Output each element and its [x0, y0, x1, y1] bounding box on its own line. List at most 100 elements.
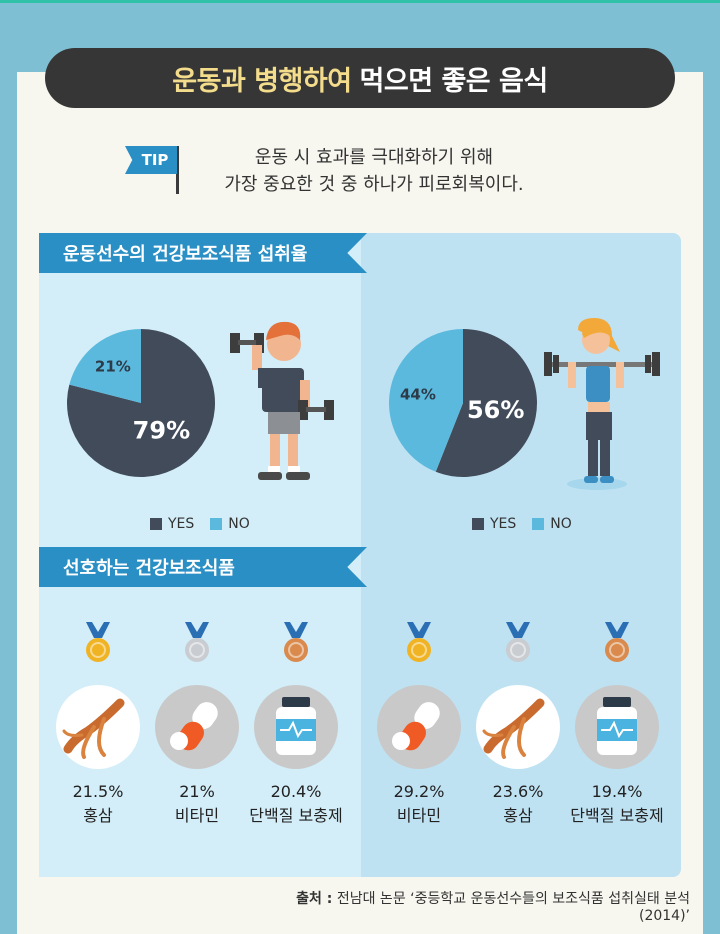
tip-text: 운동 시 효과를 극대화하기 위해 가장 중요한 것 중 하나가 피로회복이다. — [184, 144, 564, 198]
pie-label-yes: 79% — [133, 416, 190, 444]
pref-name: 홍삼 — [503, 806, 533, 825]
legend-label-yes: YES — [168, 516, 195, 532]
pref-name: 비타민 — [174, 806, 220, 825]
medal-ribbon — [506, 622, 530, 638]
ginseng-root — [517, 717, 526, 757]
bottle-cap — [603, 697, 631, 707]
medal-ring — [609, 642, 625, 658]
protein-bottle-icon — [276, 697, 316, 755]
pulse-line — [280, 720, 312, 739]
legend-swatch-no — [532, 518, 545, 530]
pref-value: 19.4% — [591, 782, 643, 801]
capsule-half — [414, 702, 440, 729]
protein-bottle-icon — [597, 697, 637, 755]
medal-silver-icon — [506, 622, 530, 662]
panel-female — [361, 233, 681, 877]
legend-swatch-no — [210, 518, 223, 530]
medal-bronze-icon — [284, 622, 308, 662]
title-highlight: 운동과 병행하여 — [172, 65, 352, 97]
red-ginseng-icon — [62, 698, 125, 759]
pref-value: 21.5% — [72, 782, 124, 801]
pref-left-1: 21.5% 홍삼 — [43, 780, 153, 828]
pref-right-1: 29.2% 비타민 — [364, 780, 474, 828]
source-label: 출처 : — [296, 891, 333, 907]
tip-badge: TIP — [125, 146, 177, 174]
pref-left-3: 20.4% 단백질 보충제 — [241, 780, 351, 828]
tip-flag-pole — [176, 146, 179, 194]
ginseng-root — [63, 698, 125, 754]
pref-name: 홍삼 — [83, 806, 113, 825]
ginseng-root — [482, 729, 504, 737]
medal-ring — [411, 642, 427, 658]
medal-ring — [189, 642, 205, 658]
capsule-half — [192, 702, 218, 729]
medal-disc — [86, 638, 110, 662]
bottle-cap — [282, 697, 310, 707]
pref-name: 단백질 보충제 — [570, 806, 664, 825]
pref-name: 비타민 — [396, 806, 442, 825]
medal-disc — [284, 638, 308, 662]
red-ginseng-icon — [482, 698, 545, 759]
medal-disc — [506, 638, 530, 662]
legend-label-no: NO — [228, 516, 250, 532]
ginseng-root — [62, 729, 84, 737]
source-citation: 출처 : 전남대 논문 ‘중등학교 운동선수들의 보조식품 섭취실태 분석(20… — [250, 888, 690, 924]
male-athlete-illustration — [230, 321, 334, 480]
medal-disc — [185, 638, 209, 662]
legend-swatch-yes — [472, 518, 484, 530]
legend-swatch-yes — [150, 518, 162, 530]
medal-gold-icon — [86, 622, 110, 662]
legend-female: YES NO — [472, 516, 572, 532]
medal-disc — [407, 638, 431, 662]
pie-label-no: 21% — [95, 358, 131, 376]
pref-value: 21% — [179, 782, 215, 801]
ginseng-root — [97, 717, 106, 757]
pulse-line — [601, 720, 633, 739]
pref-value: 23.6% — [492, 782, 544, 801]
legend-item-yes: YES — [472, 516, 516, 532]
medal-ring — [510, 642, 526, 658]
pref-right-3: 19.4% 단백질 보충제 — [562, 780, 672, 828]
pref-left-2: 21% 비타민 — [142, 780, 252, 828]
legend-label-no: NO — [550, 516, 572, 532]
pref-name: 단백질 보충제 — [249, 806, 343, 825]
ginseng-root — [483, 698, 545, 754]
title-rest: 먹으면 좋은 음식 — [359, 65, 549, 97]
medal-gold-icon — [407, 622, 431, 662]
medal-ribbon — [407, 622, 431, 638]
legend-item-no: NO — [210, 516, 250, 532]
medal-bronze-icon — [605, 622, 629, 662]
ginseng-root — [81, 725, 96, 759]
tablet — [392, 732, 410, 750]
tip-line-2: 가장 중요한 것 중 하나가 피로회복이다. — [224, 174, 524, 195]
medal-ribbon — [284, 622, 308, 638]
legend-item-no: NO — [532, 516, 572, 532]
pie-label-yes: 56% — [467, 396, 524, 424]
pref-value: 20.4% — [270, 782, 322, 801]
medal-ring — [288, 642, 304, 658]
medal-ribbon — [185, 622, 209, 638]
section-title-intake: 운동선수의 건강보조식품 섭취율 — [39, 233, 367, 273]
tablet — [170, 732, 188, 750]
medal-disc — [605, 638, 629, 662]
section-title-preferred: 선호하는 건강보조식품 — [39, 547, 367, 587]
medal-ring — [90, 642, 106, 658]
page-title: 운동과 병행하여 먹으면 좋은 음식 — [45, 48, 675, 108]
tip-line-1: 운동 시 효과를 극대화하기 위해 — [254, 147, 494, 168]
legend-label-yes: YES — [490, 516, 517, 532]
ginseng-root — [501, 725, 516, 759]
pie-slice-yes — [435, 329, 538, 478]
legend-item-yes: YES — [150, 516, 194, 532]
medal-ribbon — [605, 622, 629, 638]
top-strip — [0, 0, 720, 3]
pref-value: 29.2% — [393, 782, 445, 801]
medal-silver-icon — [185, 622, 209, 662]
pie-slice-no — [69, 329, 141, 403]
pie-slice-no — [389, 329, 463, 472]
pref-right-2: 23.6% 홍삼 — [463, 780, 573, 828]
female-athlete-illustration — [544, 318, 660, 490]
source-text: 전남대 논문 ‘중등학교 운동선수들의 보조식품 섭취실태 분석(2014)’ — [336, 891, 690, 924]
legend-male: YES NO — [150, 516, 250, 532]
medal-ribbon — [86, 622, 110, 638]
